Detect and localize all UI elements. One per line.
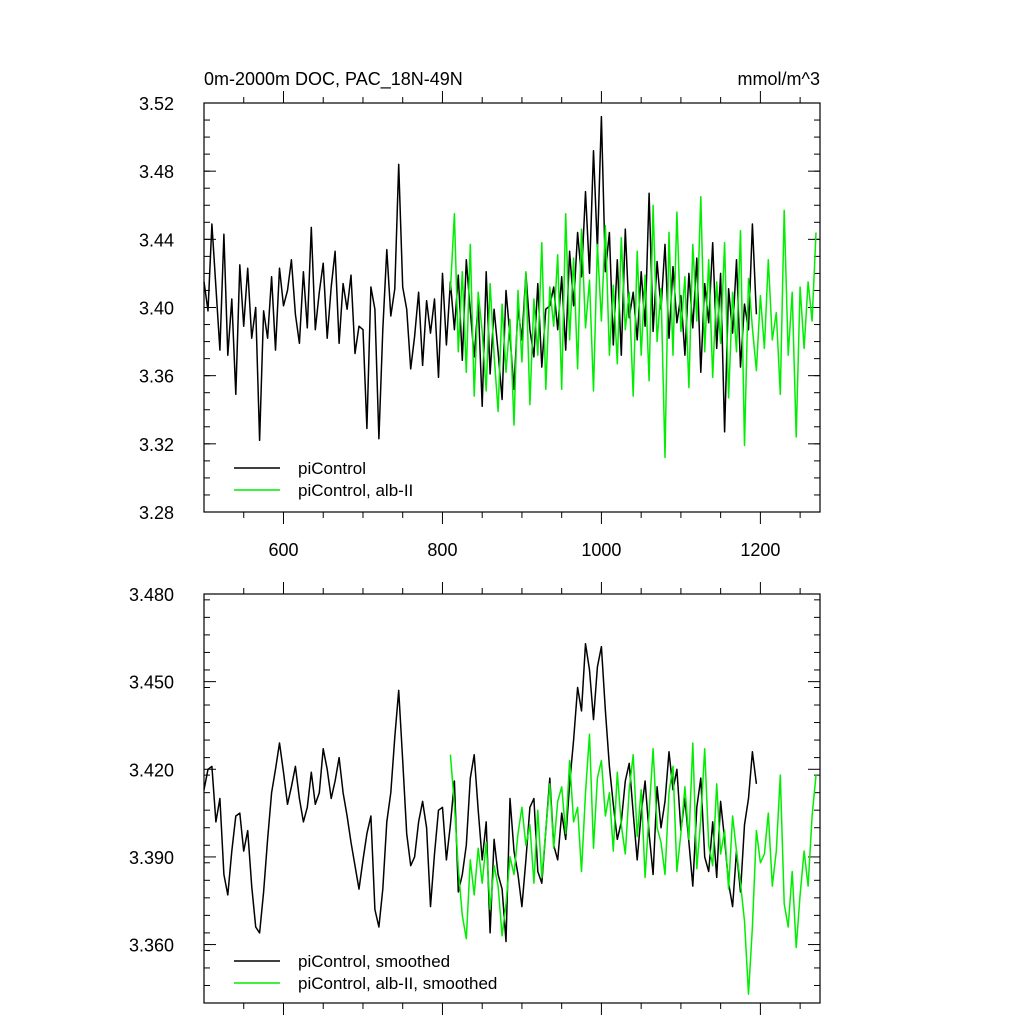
- legend-label-picontrol-smoothed: piControl, smoothed: [298, 952, 450, 971]
- units-label: mmol/m^3: [738, 69, 820, 89]
- top-series-line-0: [203, 115, 758, 442]
- top-ytick-label: 3.28: [139, 503, 174, 523]
- top-xtick-label: 600: [268, 540, 298, 560]
- top-plot-frame: [203, 102, 821, 513]
- top-ytick-label: 3.52: [139, 94, 174, 114]
- top-ytick-label: 3.44: [139, 230, 174, 250]
- bottom-ytick-label: 3.450: [129, 673, 174, 693]
- top-ytick-label: 3.48: [139, 162, 174, 182]
- bottom-series-line-0: [203, 642, 758, 943]
- bottom-series-lines: [203, 642, 817, 995]
- top-xtick-label: 1200: [740, 540, 780, 560]
- bottom-legend: piControl, smoothed piControl, alb-II, s…: [234, 952, 497, 993]
- top-xtick-label: 800: [427, 540, 457, 560]
- chart-title: 0m-2000m DOC, PAC_18N-49N: [204, 69, 463, 90]
- top-ytick-label: 3.36: [139, 367, 174, 387]
- legend-label-picontrol: piControl: [298, 459, 366, 478]
- bottom-plot-frame: [203, 593, 821, 1004]
- top-xtick-label: 1000: [581, 540, 621, 560]
- bottom-ytick-label: 3.480: [129, 585, 174, 605]
- bottom-ytick-label: 3.420: [129, 760, 174, 780]
- top-series-lines: [203, 115, 817, 459]
- bottom-axes: 3.360 3.390 3.420 3.450 3.480: [129, 582, 820, 1015]
- bottom-ytick-label: 3.360: [129, 936, 174, 956]
- top-legend: piControl piControl, alb-II: [234, 459, 413, 500]
- top-ytick-label: 3.40: [139, 299, 174, 319]
- bottom-series-line-1: [449, 733, 817, 995]
- top-panel: 0m-2000m DOC, PAC_18N-49N mmol/m^3 3.28 3…: [139, 69, 821, 560]
- legend-label-alb-ii: piControl, alb-II: [298, 481, 413, 500]
- bottom-panel: 3.360 3.390 3.420 3.450 3.480 piControl, smo…: [129, 582, 821, 1015]
- bottom-ytick-label: 3.390: [129, 848, 174, 868]
- top-ytick-label: 3.32: [139, 435, 174, 455]
- legend-label-alb-ii-smoothed: piControl, alb-II, smoothed: [298, 974, 497, 993]
- top-series-line-1: [449, 195, 817, 459]
